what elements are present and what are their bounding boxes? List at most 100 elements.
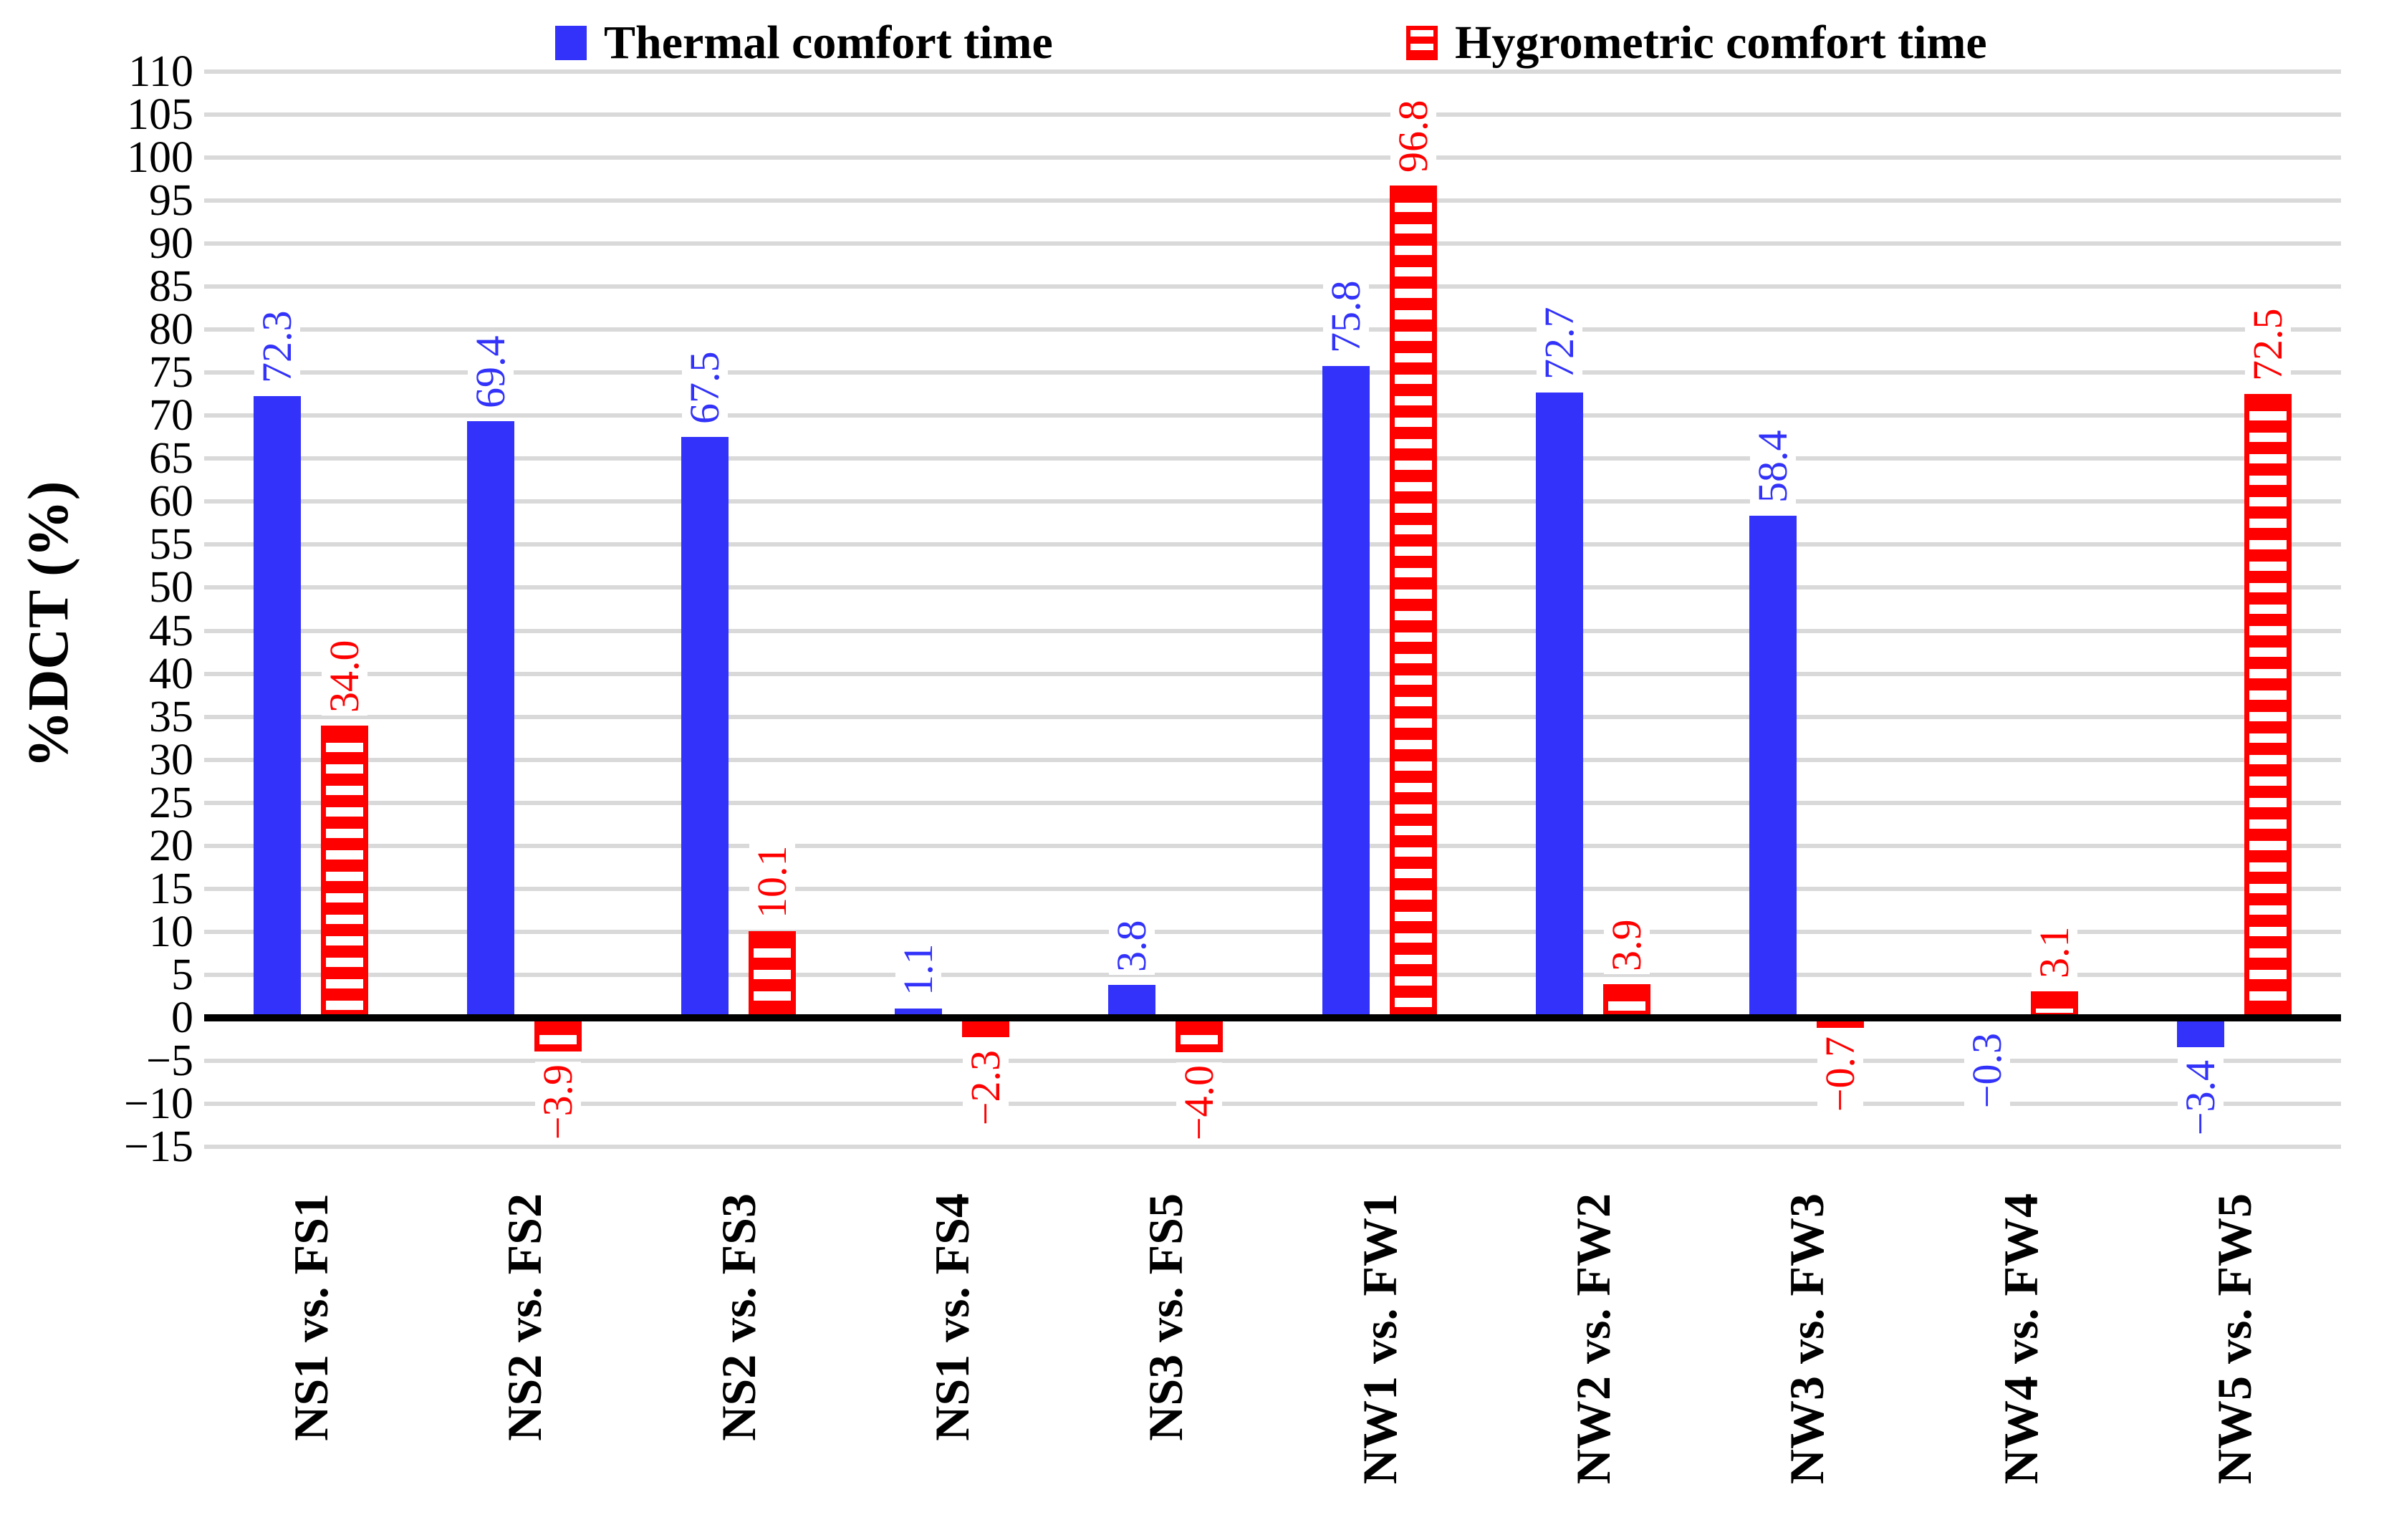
gridline xyxy=(204,327,2341,332)
bar-value-label: 58.4 xyxy=(1749,427,1797,506)
bar-value-label: −4.0 xyxy=(1176,1062,1223,1144)
legend-item-thermal: Thermal comfort time xyxy=(555,16,1053,70)
y-axis-tick-label: 75 xyxy=(149,348,193,398)
y-axis-tick-label: 90 xyxy=(149,219,193,269)
y-axis-tick-label: 40 xyxy=(149,649,193,698)
hygrometric-bar xyxy=(534,1017,582,1051)
bar-value-label: 3.8 xyxy=(1108,917,1155,976)
bar-value-label: −3.4 xyxy=(2177,1057,2224,1138)
hygrometric-bar xyxy=(1389,185,1437,1018)
gridline xyxy=(204,886,2341,891)
gridline xyxy=(204,929,2341,934)
hygrometric-bar xyxy=(1176,1017,1224,1052)
y-axis-tick-label: 80 xyxy=(149,305,193,355)
bar-value-label: 34.0 xyxy=(321,637,368,716)
legend-label-thermal: Thermal comfort time xyxy=(604,16,1053,69)
x-axis-category-label: NW4 vs. FW4 xyxy=(1991,1193,2050,1485)
thermal-bar xyxy=(254,395,302,1018)
gridline xyxy=(204,112,2341,117)
gridline xyxy=(204,198,2341,203)
x-axis-category-label: NW1 vs. FW1 xyxy=(1350,1193,1409,1485)
thermal-legend-swatch-icon xyxy=(555,26,587,60)
gridline xyxy=(204,757,2341,762)
x-axis-category-label: NS2 vs. FS3 xyxy=(708,1193,768,1441)
hygrometric-bar xyxy=(1602,984,1650,1018)
gridline xyxy=(204,1145,2341,1149)
bar-value-label: −3.9 xyxy=(534,1061,582,1142)
y-axis-tick-label: 100 xyxy=(127,133,193,183)
y-axis-tick-label: 30 xyxy=(149,735,193,784)
gridline xyxy=(204,413,2341,418)
gridline xyxy=(204,155,2341,160)
hygrometric-legend-swatch-icon xyxy=(1406,26,1438,60)
bar-value-label: 72.7 xyxy=(1536,304,1582,382)
y-axis-tick-label: −5 xyxy=(146,1036,193,1085)
x-axis-category-label: NS3 vs. FS5 xyxy=(1136,1193,1196,1441)
bar-value-label: −0.7 xyxy=(1817,1034,1864,1115)
y-axis-tick-label: 60 xyxy=(149,477,193,526)
y-axis-tick-label: 15 xyxy=(149,864,193,913)
y-axis-tick-label: 55 xyxy=(149,520,193,569)
thermal-bar xyxy=(1535,392,1583,1018)
bar-value-label: 10.1 xyxy=(749,842,795,921)
x-axis-category-label: NS1 vs. FS1 xyxy=(282,1193,341,1441)
gridline xyxy=(204,370,2341,375)
y-axis-tick-label: 65 xyxy=(149,434,193,483)
gridline xyxy=(204,499,2341,504)
y-axis-tick-label: 95 xyxy=(149,176,193,226)
x-axis-category-label: NS2 vs. FS2 xyxy=(495,1193,554,1441)
hygrometric-bar xyxy=(748,930,796,1018)
bar-value-label: −2.3 xyxy=(962,1047,1009,1129)
y-axis-tick-label: 0 xyxy=(171,993,193,1042)
y-axis-tick-label: −10 xyxy=(124,1079,193,1128)
gridline xyxy=(204,241,2341,246)
thermal-bar xyxy=(2176,1017,2224,1047)
x-axis-category-label: NS1 vs. FS4 xyxy=(923,1193,982,1441)
y-axis-tick-label: 25 xyxy=(149,778,193,827)
legend-label-hygrometric: Hygrometric comfort time xyxy=(1455,16,1987,69)
y-axis-tick-label: 10 xyxy=(149,907,193,956)
hygrometric-bar xyxy=(2244,394,2292,1018)
gridline xyxy=(204,1101,2341,1106)
bar-value-label: −0.3 xyxy=(1964,1030,2010,1112)
thermal-bar xyxy=(1749,515,1797,1018)
y-axis-tick-label: 50 xyxy=(149,563,193,612)
bar-value-label: 69.4 xyxy=(467,332,514,411)
thermal-bar xyxy=(467,420,515,1018)
y-axis-tick-label: 105 xyxy=(127,90,193,140)
bar-value-label: 96.8 xyxy=(1390,97,1436,175)
y-axis-tick-label: 85 xyxy=(149,262,193,312)
thermal-bar xyxy=(1322,365,1370,1018)
bar-value-label: 67.5 xyxy=(681,348,728,428)
x-axis-line xyxy=(204,1014,2341,1021)
bar-value-label: 75.8 xyxy=(1322,277,1369,356)
gridline xyxy=(204,284,2341,289)
thermal-bar xyxy=(681,437,729,1018)
gridline xyxy=(204,800,2341,805)
gridline xyxy=(204,456,2341,461)
y-axis-tick-label: 35 xyxy=(149,692,193,741)
gridline xyxy=(204,714,2341,719)
gridline xyxy=(204,671,2341,676)
x-axis-category-label: NW3 vs. FW3 xyxy=(1777,1193,1837,1485)
thermal-bar xyxy=(1108,985,1156,1018)
gridline xyxy=(204,585,2341,590)
gridline xyxy=(204,1058,2341,1063)
bar-value-label: 72.3 xyxy=(254,307,301,386)
y-axis-tick-label: 45 xyxy=(149,606,193,655)
bar-value-label: 3.9 xyxy=(1603,916,1650,975)
x-axis-category-label: NW2 vs. FW2 xyxy=(1563,1193,1623,1485)
gridline xyxy=(204,69,2341,74)
y-axis-tick-label: 5 xyxy=(171,950,193,999)
gridline xyxy=(204,972,2341,977)
gridline xyxy=(204,542,2341,547)
legend-item-hygrometric: Hygrometric comfort time xyxy=(1406,16,1987,70)
bar-value-label: 72.5 xyxy=(2244,305,2291,385)
bar-value-label: 3.1 xyxy=(2031,923,2077,981)
gridline xyxy=(204,628,2341,633)
y-axis-tick-label: 70 xyxy=(149,391,193,441)
gridline xyxy=(204,843,2341,848)
x-axis-category-label: NW5 vs. FW5 xyxy=(2204,1193,2264,1485)
y-axis-tick-label: 20 xyxy=(149,821,193,870)
